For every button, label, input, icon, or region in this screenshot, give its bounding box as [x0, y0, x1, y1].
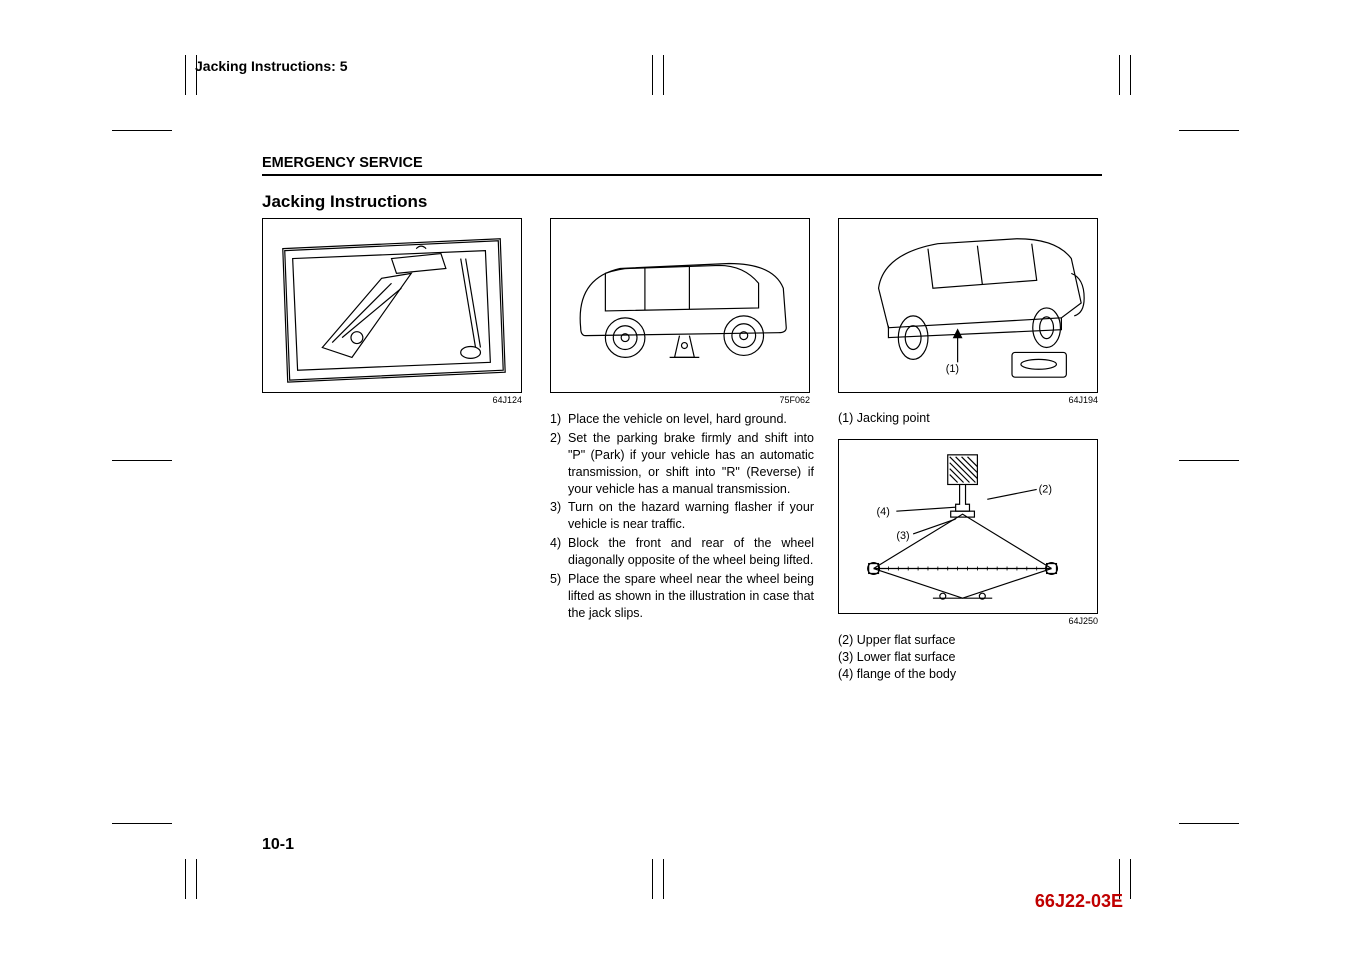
figure-jack-detail: (2) (3) (4)	[838, 439, 1098, 614]
figure-id: 64J124	[262, 395, 522, 405]
crop-mark	[1130, 859, 1131, 899]
crop-mark	[652, 859, 653, 899]
caption-item: (2) Upper flat surface	[838, 632, 1102, 649]
step-text: Set the parking brake firmly and shift i…	[568, 430, 814, 498]
crop-mark	[1179, 460, 1239, 461]
figure-jacking-point: (1)	[838, 218, 1098, 393]
crop-mark	[1130, 55, 1131, 95]
step-num: 4)	[550, 535, 568, 569]
column-2: 75F062 1)Place the vehicle on level, har…	[550, 218, 814, 683]
crop-mark	[1179, 130, 1239, 131]
figure-vehicle-side	[550, 218, 810, 393]
page-content: EMERGENCY SERVICE Jacking Instructions	[262, 155, 1102, 683]
crop-mark	[196, 859, 197, 899]
crop-mark	[185, 859, 186, 899]
columns: 64J124	[262, 218, 1102, 683]
crop-mark	[663, 55, 664, 95]
steps-list: 1)Place the vehicle on level, hard groun…	[550, 411, 814, 622]
figure-id: 64J194	[838, 395, 1098, 405]
step-text: Turn on the hazard warning flasher if yo…	[568, 499, 814, 533]
page-number: 10-1	[262, 836, 294, 854]
step-num: 3)	[550, 499, 568, 533]
figure-caption-list: (2) Upper flat surface (3) Lower flat su…	[838, 632, 1102, 683]
crop-mark	[112, 130, 172, 131]
callout-3: (3)	[897, 530, 910, 542]
figure-caption: (1) Jacking point	[838, 411, 1102, 425]
callout-1: (1)	[946, 363, 959, 375]
crop-mark	[1179, 823, 1239, 824]
caption-item: (4) flange of the body	[838, 666, 1102, 683]
column-3: (1) 64J194 (1) Jacking point	[838, 218, 1102, 683]
step-num: 1)	[550, 411, 568, 428]
callout-2: (2)	[1039, 483, 1052, 495]
figure-id: 64J250	[838, 616, 1098, 626]
caption-item: (3) Lower flat surface	[838, 649, 1102, 666]
crop-mark	[185, 55, 186, 95]
step-num: 5)	[550, 571, 568, 622]
crop-mark	[112, 823, 172, 824]
figure-jack-storage	[262, 218, 522, 393]
column-1: 64J124	[262, 218, 526, 683]
step-num: 2)	[550, 430, 568, 498]
section-header: EMERGENCY SERVICE	[262, 155, 1102, 176]
document-id: 66J22-03E	[1035, 891, 1123, 912]
crop-mark	[112, 460, 172, 461]
crop-mark	[652, 55, 653, 95]
crop-mark	[1119, 55, 1120, 95]
step-text: Block the front and rear of the wheel di…	[568, 535, 814, 569]
subsection-title: Jacking Instructions	[262, 192, 1102, 212]
figure-id: 75F062	[550, 395, 810, 405]
header-note: Jacking Instructions: 5	[195, 58, 347, 74]
crop-mark	[663, 859, 664, 899]
callout-4: (4)	[877, 506, 890, 518]
step-text: Place the vehicle on level, hard ground.	[568, 411, 814, 428]
step-text: Place the spare wheel near the wheel bei…	[568, 571, 814, 622]
